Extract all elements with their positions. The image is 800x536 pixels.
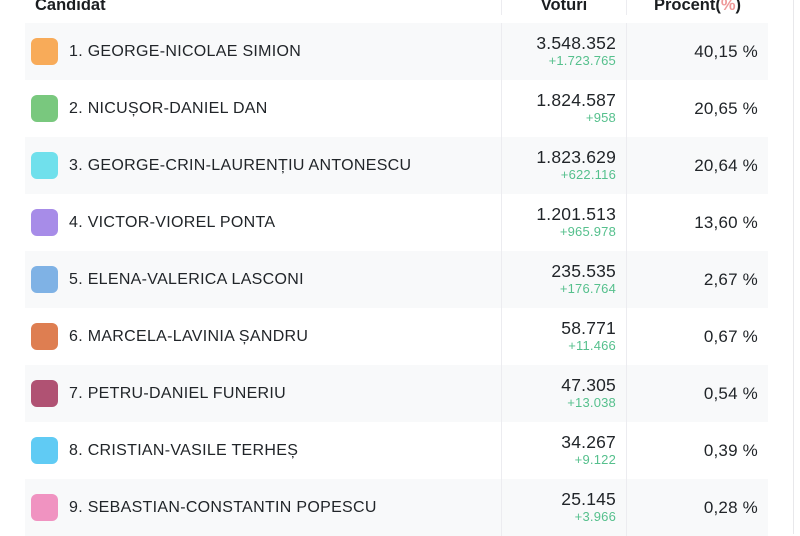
candidate-name: 9. SEBASTIAN-CONSTANTIN POPESCU xyxy=(69,498,377,516)
candidate-name: 4. VICTOR-VIOREL PONTA xyxy=(69,213,276,231)
percent-cell: 0,54 % xyxy=(627,365,768,422)
percent-cell: 40,15 % xyxy=(627,23,768,80)
table-row: 5. ELENA-VALERICA LASCONI 235.535 +176.7… xyxy=(25,251,768,308)
candidate-color-swatch xyxy=(31,152,58,179)
votes-value: 1.201.513 xyxy=(536,204,616,225)
table-row: 8. CRISTIAN-VASILE TERHEȘ 34.267 +9.122 … xyxy=(25,422,768,479)
votes-value: 3.548.352 xyxy=(536,33,616,54)
votes-cell: 25.145 +3.966 xyxy=(501,479,627,536)
table-row: 7. PETRU-DANIEL FUNERIU 47.305 +13.038 0… xyxy=(25,365,768,422)
percent-value: 0,54 % xyxy=(703,383,758,403)
votes-delta: +13.038 xyxy=(567,395,616,411)
header-procent: Procent(%) xyxy=(627,0,768,15)
candidate-color-swatch xyxy=(31,95,58,122)
votes-cell: 1.201.513 +965.978 xyxy=(501,194,627,251)
table-row: 4. VICTOR-VIOREL PONTA 1.201.513 +965.97… xyxy=(25,194,768,251)
votes-cell: 47.305 +13.038 xyxy=(501,365,627,422)
candidate-color-swatch xyxy=(31,437,58,464)
percent-value: 20,64 % xyxy=(694,155,758,175)
header-voturi: Voturi xyxy=(501,0,627,15)
votes-delta: +965.978 xyxy=(559,224,616,240)
candidate-name: 7. PETRU-DANIEL FUNERIU xyxy=(69,384,287,402)
table-header-row: Candidat Voturi Procent(%) xyxy=(25,0,768,23)
percent-cell: 20,65 % xyxy=(627,80,768,137)
percent-value: 2,67 % xyxy=(703,269,758,289)
votes-value: 1.824.587 xyxy=(536,90,616,111)
results-table: Candidat Voturi Procent(%) 1. GEORGE-NIC… xyxy=(25,0,768,536)
candidate-color-swatch xyxy=(31,323,58,350)
votes-delta: +1.723.765 xyxy=(548,53,616,69)
table-row: 9. SEBASTIAN-CONSTANTIN POPESCU 25.145 +… xyxy=(25,479,768,536)
percent-value: 20,65 % xyxy=(694,98,758,118)
header-procent-prefix: Procent( xyxy=(653,0,721,14)
percent-value: 0,28 % xyxy=(703,497,758,517)
table-row: 1. GEORGE-NICOLAE SIMION 3.548.352 +1.72… xyxy=(25,23,768,80)
candidate-cell: 4. VICTOR-VIOREL PONTA xyxy=(25,194,501,251)
percent-cell: 20,64 % xyxy=(627,137,768,194)
candidate-name: 5. ELENA-VALERICA LASCONI xyxy=(69,270,304,288)
percent-value: 0,39 % xyxy=(703,440,758,460)
candidate-color-swatch xyxy=(31,494,58,521)
votes-delta: +176.764 xyxy=(559,281,616,297)
percent-value: 13,60 % xyxy=(694,212,758,232)
table-row: 3. GEORGE-CRIN-LAURENȚIU ANTONESCU 1.823… xyxy=(25,137,768,194)
table-row: 2. NICUȘOR-DANIEL DAN 1.824.587 +958 20,… xyxy=(25,80,768,137)
votes-delta: +622.116 xyxy=(560,167,616,183)
votes-value: 235.535 xyxy=(551,261,616,282)
candidate-color-swatch xyxy=(31,266,58,293)
header-procent-symbol: % xyxy=(720,0,736,14)
panel-edge-divider xyxy=(793,0,794,534)
percent-cell: 0,28 % xyxy=(627,479,768,536)
candidate-cell: 7. PETRU-DANIEL FUNERIU xyxy=(25,365,501,422)
candidate-color-swatch xyxy=(31,380,58,407)
candidate-name: 3. GEORGE-CRIN-LAURENȚIU ANTONESCU xyxy=(69,156,412,174)
votes-delta: +958 xyxy=(585,110,616,126)
candidate-name: 6. MARCELA-LAVINIA ȘANDRU xyxy=(69,327,309,345)
percent-cell: 0,67 % xyxy=(627,308,768,365)
header-voturi-label: Voturi xyxy=(540,0,588,14)
percent-value: 0,67 % xyxy=(703,326,758,346)
table-body: 1. GEORGE-NICOLAE SIMION 3.548.352 +1.72… xyxy=(25,23,768,536)
votes-value: 1.823.629 xyxy=(536,147,616,168)
candidate-cell: 2. NICUȘOR-DANIEL DAN xyxy=(25,80,501,137)
candidate-color-swatch xyxy=(31,38,58,65)
percent-cell: 2,67 % xyxy=(627,251,768,308)
percent-cell: 0,39 % xyxy=(627,422,768,479)
table-row: 6. MARCELA-LAVINIA ȘANDRU 58.771 +11.466… xyxy=(25,308,768,365)
candidate-cell: 6. MARCELA-LAVINIA ȘANDRU xyxy=(25,308,501,365)
votes-delta: +11.466 xyxy=(568,338,616,354)
percent-cell: 13,60 % xyxy=(627,194,768,251)
votes-delta: +9.122 xyxy=(574,452,616,468)
candidate-cell: 1. GEORGE-NICOLAE SIMION xyxy=(25,23,501,80)
votes-value: 34.267 xyxy=(561,432,616,453)
header-candidat-label: Candidat xyxy=(35,0,106,14)
header-candidat: Candidat xyxy=(25,0,501,15)
votes-cell: 235.535 +176.764 xyxy=(501,251,627,308)
candidate-name: 8. CRISTIAN-VASILE TERHEȘ xyxy=(69,441,299,459)
votes-cell: 58.771 +11.466 xyxy=(501,308,627,365)
candidate-color-swatch xyxy=(31,209,58,236)
votes-cell: 1.824.587 +958 xyxy=(501,80,627,137)
votes-delta: +3.966 xyxy=(574,509,616,525)
candidate-cell: 8. CRISTIAN-VASILE TERHEȘ xyxy=(25,422,501,479)
votes-value: 25.145 xyxy=(561,489,616,510)
candidate-name: 1. GEORGE-NICOLAE SIMION xyxy=(69,42,302,60)
votes-cell: 34.267 +9.122 xyxy=(501,422,627,479)
votes-value: 58.771 xyxy=(561,318,616,339)
candidate-cell: 9. SEBASTIAN-CONSTANTIN POPESCU xyxy=(25,479,501,536)
percent-value: 40,15 % xyxy=(694,41,758,61)
header-procent-suffix: ) xyxy=(735,0,742,14)
candidate-cell: 3. GEORGE-CRIN-LAURENȚIU ANTONESCU xyxy=(25,137,501,194)
votes-value: 47.305 xyxy=(561,375,616,396)
candidate-name: 2. NICUȘOR-DANIEL DAN xyxy=(69,99,268,117)
votes-cell: 3.548.352 +1.723.765 xyxy=(501,23,627,80)
votes-cell: 1.823.629 +622.116 xyxy=(501,137,627,194)
candidate-cell: 5. ELENA-VALERICA LASCONI xyxy=(25,251,501,308)
